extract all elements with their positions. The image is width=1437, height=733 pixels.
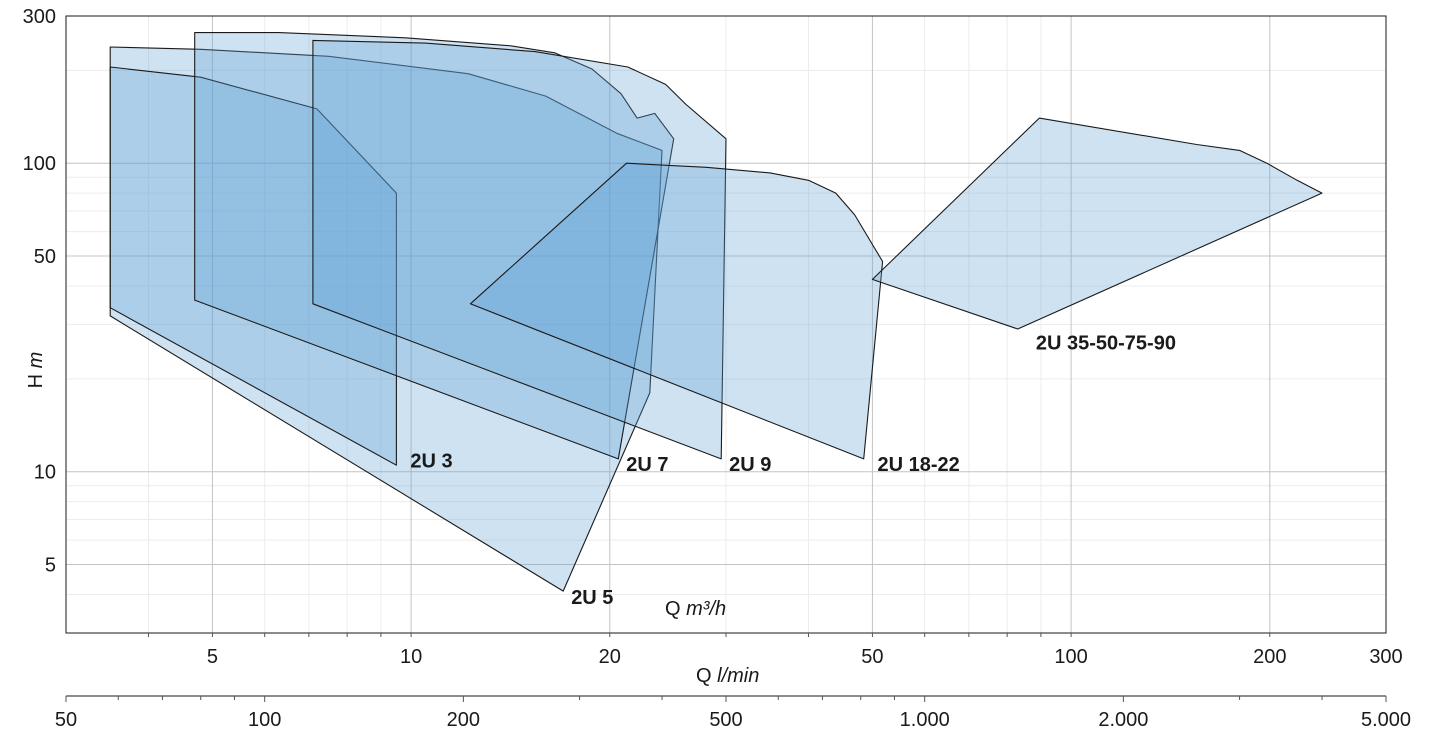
secondary-x-tick-label: 1.000 (900, 709, 950, 731)
secondary-x-tick-label: 50 (55, 709, 77, 731)
secondary-x-tick-label: 100 (248, 709, 281, 731)
x-tick-label: 300 (1369, 646, 1402, 668)
x-tick-label: 20 (599, 646, 621, 668)
region-2u-7 (194, 32, 675, 460)
performance-regions (109, 32, 1323, 592)
x-tick-label: 50 (861, 646, 883, 668)
y-tick-label: 50 (34, 246, 56, 268)
secondary-x-tick-label: 500 (709, 709, 742, 731)
x-axis-secondary-label: Q (696, 665, 712, 687)
secondary-x-tick-label: 2.000 (1098, 709, 1148, 731)
x-tick-label: 10 (400, 646, 422, 668)
series-label: 2U 9 (729, 454, 771, 476)
x-axis-primary-label: Q (665, 598, 681, 620)
y-tick-label: 300 (23, 6, 56, 28)
series-label: 2U 18-22 (878, 454, 960, 476)
grid (66, 16, 1386, 633)
series-label: 2U 5 (571, 587, 613, 609)
y-axis-unit: m (25, 352, 47, 369)
axes: 5 10 20 50 100 200 300 5 10 50 100 300 50 100 200 500 1.… (23, 6, 1411, 731)
y-axis-title: H m (25, 352, 47, 389)
x-tick-label: 5 (207, 646, 218, 668)
x-tick-label: 200 (1253, 646, 1286, 668)
x-axis-secondary-title: Q l/min (696, 665, 759, 687)
region-2u-5 (109, 46, 663, 592)
secondary-x-tick-label: 5.000 (1361, 709, 1411, 731)
secondary-x-tick-label: 200 (447, 709, 480, 731)
series-label: 2U 7 (626, 454, 668, 476)
x-axis-secondary-unit: l/min (717, 665, 759, 687)
y-tick-label: 5 (45, 555, 56, 577)
y-tick-label: 10 (34, 462, 56, 484)
region-2u-3 (109, 66, 397, 466)
region-2u-9 (312, 39, 727, 460)
series-labels: 2U 5 2U 3 2U 7 2U 9 2U 18-22 2U 35-50-75-90 (410, 333, 1176, 609)
region-2u-35-50-75-90 (871, 117, 1323, 330)
series-label: 2U 35-50-75-90 (1036, 333, 1176, 355)
series-label: 2U 3 (410, 450, 452, 472)
x-tick-label: 100 (1054, 646, 1087, 668)
x-axis-primary-title: Q m³/h (665, 598, 726, 620)
region-2u-18-22 (469, 162, 884, 460)
y-axis-label: H (25, 374, 47, 388)
x-axis-primary-unit: m³/h (686, 598, 726, 620)
y-tick-label: 100 (23, 153, 56, 175)
